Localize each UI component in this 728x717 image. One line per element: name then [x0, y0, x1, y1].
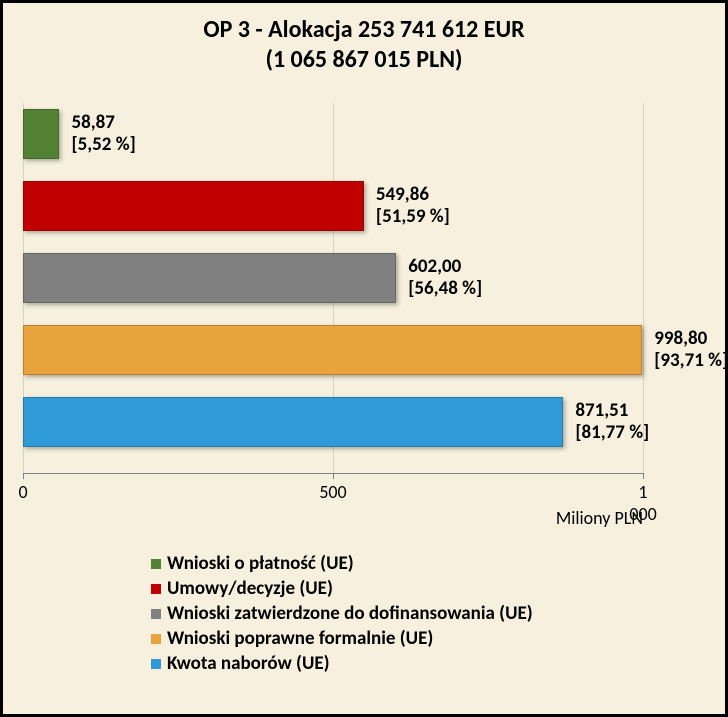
- legend-swatch: [151, 609, 161, 619]
- legend-swatch: [151, 634, 161, 644]
- x-tick-label: 0: [18, 481, 27, 503]
- bar-value: 871,51: [575, 400, 649, 422]
- bar-value-label: 871,51[81,77 %]: [575, 400, 649, 444]
- bar-percent: [5,52 %]: [71, 134, 135, 156]
- legend-swatch: [151, 659, 161, 669]
- bar-value: 549,86: [376, 184, 450, 206]
- bar-percent: [56,48 %]: [408, 278, 482, 300]
- bar-row: 549,86[51,59 %]: [23, 181, 643, 231]
- bar: [23, 397, 563, 447]
- bar-percent: [81,77 %]: [575, 422, 649, 444]
- bar-value: 602,00: [408, 256, 482, 278]
- bar-percent: [93,71 %]: [654, 350, 728, 372]
- legend-item: Wnioski poprawne formalnie (UE): [151, 626, 533, 651]
- bar-percent: [51,59 %]: [376, 206, 450, 228]
- legend-item: Umowy/decyzje (UE): [151, 576, 533, 601]
- x-axis-title: Miliony PLN: [556, 507, 643, 529]
- bar-value: 58,87: [71, 112, 135, 134]
- x-tick-label: 500: [319, 481, 346, 503]
- bar-row: 998,80[93,71 %]: [23, 325, 643, 375]
- plot-area: 05001 000Miliony PLN58,87[5,52 %]549,86[…: [23, 103, 643, 543]
- legend-swatch: [151, 559, 161, 569]
- legend-item: Kwota naborów (UE): [151, 651, 533, 676]
- bar: [23, 325, 642, 375]
- bar: [23, 253, 396, 303]
- bar: [23, 109, 59, 159]
- bar-row: 871,51[81,77 %]: [23, 397, 643, 447]
- bar-value: 998,80: [654, 328, 728, 350]
- bar-value-label: 602,00[56,48 %]: [408, 256, 482, 300]
- chart-title: OP 3 - Alokacja 253 741 612 EUR (1 065 8…: [3, 3, 725, 79]
- chart-title-line1: OP 3 - Alokacja 253 741 612 EUR: [13, 15, 715, 45]
- bar-row: 602,00[56,48 %]: [23, 253, 643, 303]
- x-axis-line: [23, 473, 643, 474]
- bar-value-label: 58,87[5,52 %]: [71, 112, 135, 156]
- legend-label: Wnioski o płatność (UE): [167, 552, 354, 575]
- legend-item: Wnioski zatwierdzone do dofinansowania (…: [151, 601, 533, 626]
- x-tick-mark: [643, 473, 644, 479]
- legend-item: Wnioski o płatność (UE): [151, 551, 533, 576]
- bar: [23, 181, 364, 231]
- legend-swatch: [151, 584, 161, 594]
- bar-value-label: 998,80[93,71 %]: [654, 328, 728, 372]
- legend-label: Umowy/decyzje (UE): [167, 577, 333, 600]
- chart-frame: OP 3 - Alokacja 253 741 612 EUR (1 065 8…: [0, 0, 728, 717]
- legend-label: Kwota naborów (UE): [167, 652, 330, 675]
- chart-title-line2: (1 065 867 015 PLN): [13, 45, 715, 75]
- legend: Wnioski o płatność (UE)Umowy/decyzje (UE…: [151, 551, 533, 676]
- legend-label: Wnioski zatwierdzone do dofinansowania (…: [167, 602, 533, 625]
- legend-label: Wnioski poprawne formalnie (UE): [167, 627, 433, 650]
- bar-value-label: 549,86[51,59 %]: [376, 184, 450, 228]
- bar-row: 58,87[5,52 %]: [23, 109, 643, 159]
